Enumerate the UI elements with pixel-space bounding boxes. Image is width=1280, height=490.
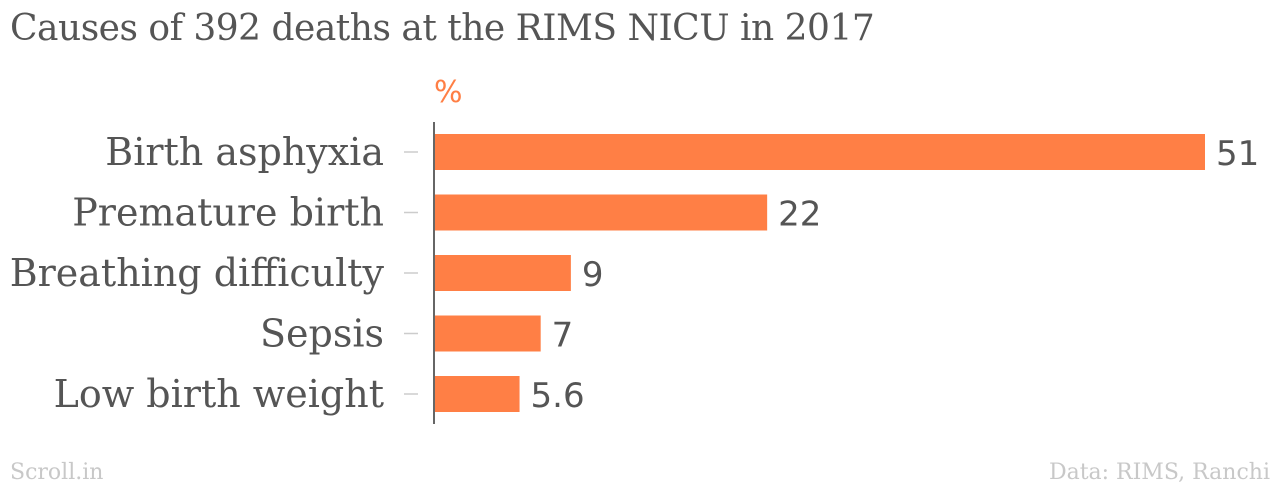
value-label: 5.6 (531, 376, 585, 416)
value-label: 7 (552, 316, 574, 356)
bar (435, 315, 541, 352)
unit-label: % (434, 75, 463, 110)
category-label: Breathing difficulty (10, 251, 385, 295)
category-label: Sepsis (260, 312, 384, 356)
chart-title: Causes of 392 deaths at the RIMS NICU in… (10, 8, 875, 49)
bar (435, 134, 1205, 170)
bar (435, 255, 571, 291)
brand-credit[interactable]: Scroll.in (10, 460, 104, 485)
value-label: 22 (778, 195, 821, 235)
bar (435, 376, 520, 412)
bar (435, 194, 768, 231)
category-label: Birth asphyxia (105, 130, 384, 174)
value-label: 9 (582, 255, 604, 295)
value-label: 51 (1216, 134, 1259, 174)
category-label: Premature birth (72, 191, 384, 235)
category-label: Low birth weight (54, 372, 384, 416)
data-source: Data: RIMS, Ranchi (1048, 460, 1270, 485)
